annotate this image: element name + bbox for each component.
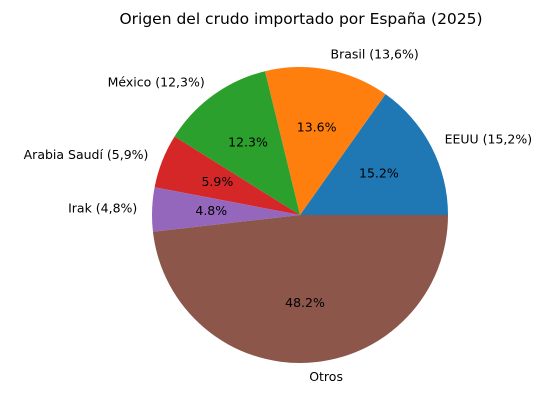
slice-percent-mexico: 12.3% — [228, 134, 268, 149]
slice-label-brasil: Brasil (13,6%) — [331, 47, 419, 62]
slice-percent-otros: 48.2% — [285, 295, 325, 310]
slice-labels: EEUU (15,2%) Brasil (13,6%) México (12,3%)… — [24, 47, 532, 384]
slice-label-eeuu: EEUU (15,2%) — [445, 132, 533, 147]
pie-slice-brasil — [264, 66, 386, 215]
slice-percent-irak: 4.8% — [195, 203, 227, 218]
slice-label-otros: Otros — [309, 369, 343, 384]
chart-title: Origen del crudo importado por España (2… — [119, 10, 482, 28]
pie-slices — [152, 66, 448, 363]
slice-percent-arabia-saudi: 5.9% — [201, 174, 233, 189]
slice-percent-eeuu: 15.2% — [359, 166, 399, 181]
pie-slice-irak — [152, 187, 300, 232]
pie-slice-otros — [152, 215, 448, 363]
slice-label-irak: Irak (4,8%) — [68, 200, 137, 215]
slice-percent-brasil: 13.6% — [297, 119, 337, 134]
pie-slice-eeuu — [300, 94, 448, 215]
slice-percent-labels: 15.2% 13.6% 12.3% 5.9% 4.8% 48.2% — [195, 119, 398, 310]
pie-slice-mexico — [174, 71, 300, 215]
pie-slice-arabia-saudi — [154, 136, 300, 215]
slice-label-mexico: México (12,3%) — [108, 74, 205, 89]
slice-label-arabia-saudi: Arabia Saudí (5,9%) — [24, 147, 149, 162]
